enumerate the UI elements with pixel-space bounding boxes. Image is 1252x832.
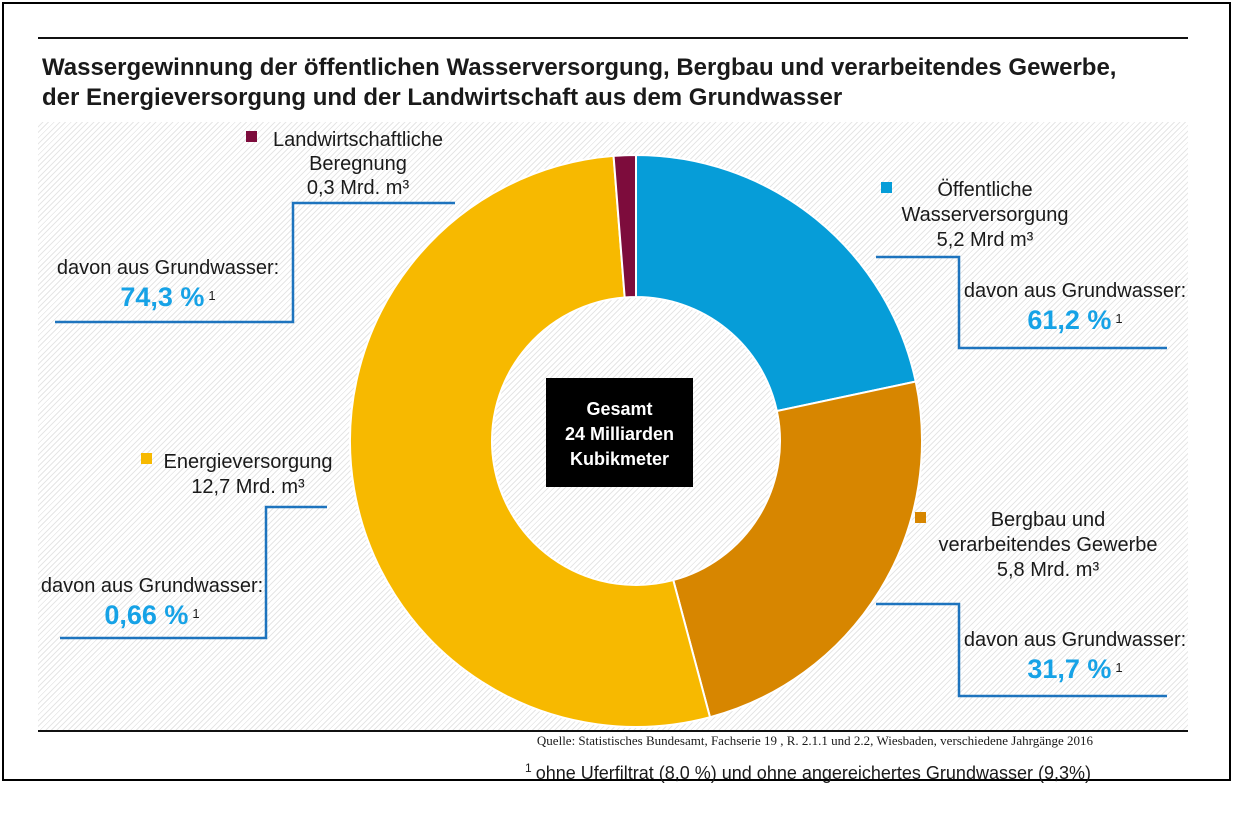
connector-line-energieversorgung xyxy=(60,505,327,640)
footnote-marker: 1 xyxy=(192,606,200,621)
category-label: Bergbau und verarbeitendes Gewerbe xyxy=(938,509,1158,556)
connector-line-landwirtschaft xyxy=(55,201,455,324)
groundwater-share-caption: davon aus Grundwasser: xyxy=(963,629,1187,651)
connector-line-bergbau xyxy=(876,602,1167,698)
bottom-rule xyxy=(38,730,1188,732)
groundwater-share-percent: 74,3 % xyxy=(120,282,205,312)
donut-slice-oeffentliche-wasserversorgung xyxy=(635,153,917,413)
legend-marker-landwirtschaftliche-beregnung xyxy=(246,131,257,142)
groundwater-share-value: 61,2 % 1 xyxy=(955,303,1195,336)
category-label: Öffentliche Wasserversorgung xyxy=(901,179,1069,226)
category-label: Landwirtschaftliche Beregnung xyxy=(272,129,444,175)
connector-line-oeffentliche-wasserversorgung xyxy=(876,255,1167,350)
groundwater-share-caption: davon aus Grundwasser: xyxy=(56,257,280,279)
label-energieversorgung: Energieversorgung 12,7 Mrd. m³ xyxy=(148,450,348,500)
legend-marker-energieversorgung xyxy=(141,453,152,464)
donut-slice-bergbau-und-verarbeitendes-gewerbe xyxy=(672,380,923,719)
groundwater-share-percent: 0,66 % xyxy=(104,600,189,630)
total-label-line: Kubikmeter xyxy=(569,449,670,469)
label-bergbau: Bergbau und verarbeitendes Gewerbe 5,8 M… xyxy=(928,508,1168,583)
donut-slice-energieversorgung xyxy=(349,154,712,728)
groundwater-share-value: 0,66 % 1 xyxy=(32,598,272,631)
groundwater-share-landwirtschaftliche-beregnung: davon aus Grundwasser: 74,3 % 1 xyxy=(38,256,298,313)
groundwater-share-value: 74,3 % 1 xyxy=(38,280,298,313)
source-note: Quelle: Statistisches Bundesamt, Fachser… xyxy=(536,733,1093,748)
chart-frame xyxy=(2,2,1231,781)
groundwater-share-energieversorgung: davon aus Grundwasser: 0,66 % 1 xyxy=(32,574,272,631)
groundwater-share-oeffentliche-wasserversorgung: davon aus Grundwasser: 61,2 % 1 xyxy=(955,279,1195,336)
category-label: Energieversorgung xyxy=(163,451,333,473)
value-label: 0,3 Mrd. m³ xyxy=(306,177,410,199)
donut-slice-landwirtschaftliche-beregnung xyxy=(612,153,637,299)
value-label: 12,7 Mrd. m³ xyxy=(191,476,305,498)
total-label-line: 24 Milliarden xyxy=(564,424,675,444)
value-label: 5,2 Mrd m³ xyxy=(936,229,1034,251)
groundwater-share-caption: davon aus Grundwasser: xyxy=(963,280,1187,302)
total-label-line: Gesamt xyxy=(586,399,653,419)
footnote-marker: 1 xyxy=(525,761,532,775)
donut-slices xyxy=(349,153,923,728)
groundwater-share-percent: 31,7 % xyxy=(1027,654,1112,684)
chart-title: Wassergewinnung der öffentlichen Wasserv… xyxy=(42,54,1117,111)
groundwater-share-caption: davon aus Grundwasser: xyxy=(40,575,264,597)
value-label: 5,8 Mrd. m³ xyxy=(996,559,1100,581)
title-rule xyxy=(38,37,1188,39)
footnote-marker: 1 xyxy=(1115,311,1123,326)
groundwater-share-bergbau: davon aus Grundwasser: 31,7 % 1 xyxy=(955,628,1195,685)
footnote-text: ohne Uferfiltrat (8,0 %) und ohne angere… xyxy=(535,763,1091,783)
groundwater-share-value: 31,7 % 1 xyxy=(955,652,1195,685)
footnote: 1 ohne Uferfiltrat (8,0 %) und ohne anger… xyxy=(525,757,1091,784)
footnote-marker: 1 xyxy=(1115,660,1123,675)
total-box: Gesamt 24 Milliarden Kubikmeter xyxy=(546,378,693,487)
legend-marker-oeffentliche-wasserversorgung xyxy=(881,182,892,193)
groundwater-share-percent: 61,2 % xyxy=(1027,305,1112,335)
label-oeffentliche-wasserversorgung: Öffentliche Wasserversorgung 5,2 Mrd m³ xyxy=(875,178,1095,253)
footnote-marker: 1 xyxy=(208,288,216,303)
label-landwirtschaftliche-beregnung: Landwirtschaftliche Beregnung 0,3 Mrd. m… xyxy=(238,128,478,200)
legend-marker-bergbau xyxy=(915,512,926,523)
